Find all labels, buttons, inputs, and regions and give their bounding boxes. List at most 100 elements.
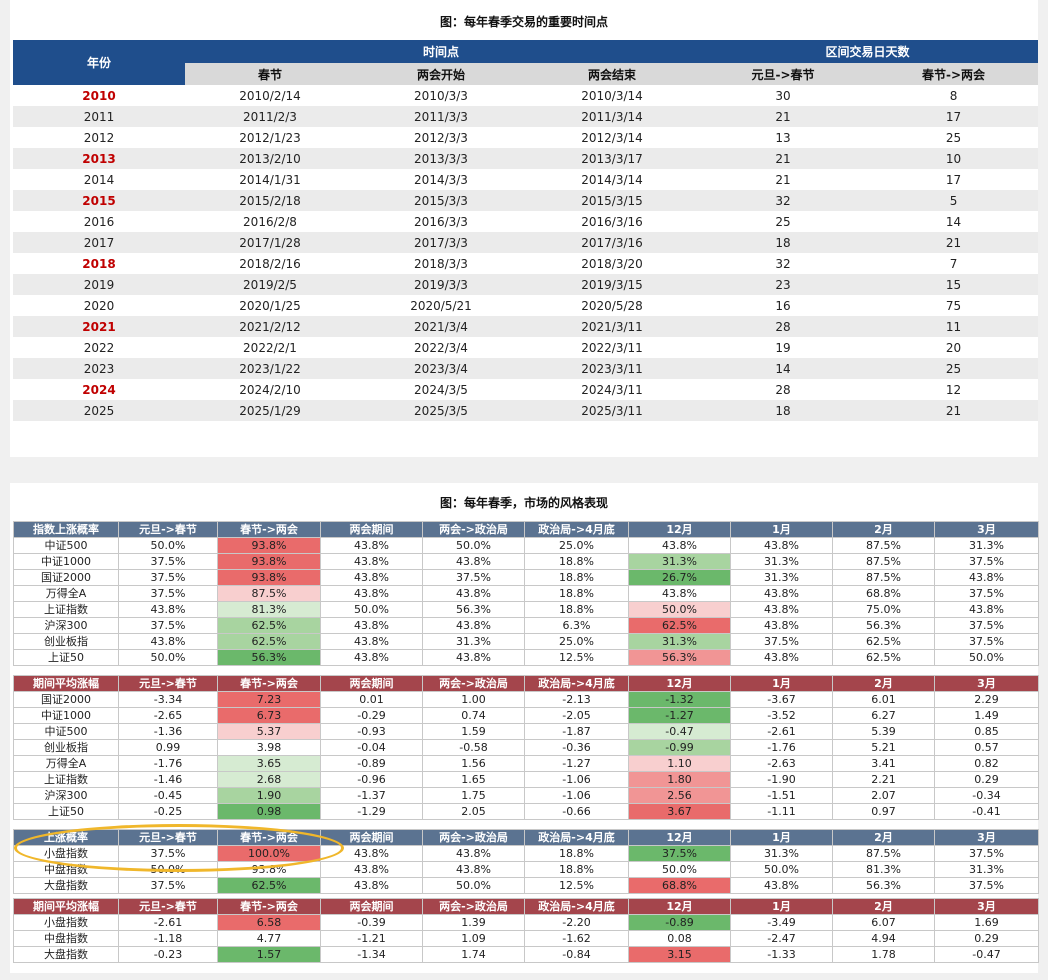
col-header: 两会->政治局 <box>422 829 525 846</box>
table-row: 中证1000 37.5% 93.8% 43.8% 43.8% 18.8% 31.3% 31.3… <box>13 553 1039 570</box>
table-row: 创业板指 43.8% 62.5% 43.8% 31.3% 25.0% 31.3% 37.5% 6… <box>13 633 1039 650</box>
value-cell: 87.5% <box>832 845 935 862</box>
table-cell: 21 <box>697 148 870 169</box>
table-cell: 19 <box>775 340 791 355</box>
table-row: 2013 2013/2/10 2013/3/3 2013/3/17 21 10 <box>13 148 1039 169</box>
value-cell: 93.8% <box>217 553 321 570</box>
table-cell: 16 <box>775 298 791 313</box>
value-cell: 37.5% <box>118 569 218 586</box>
value-cell: 43.8% <box>730 877 833 894</box>
value-cell: 6.27 <box>832 707 935 724</box>
table-cell: 2011/2/3 <box>185 106 355 127</box>
col-header: 政治局->4月底 <box>524 675 629 692</box>
value-cell: 50.0% <box>934 649 1039 666</box>
value-cell: 43.8% <box>320 569 423 586</box>
value-cell: -0.99 <box>628 739 731 756</box>
value-cell: -0.66 <box>524 803 629 820</box>
year-cell: 2015 <box>13 190 185 211</box>
table-row: 上证50 50.0% 56.3% 43.8% 43.8% 12.5% 56.3% 43.8% 6… <box>13 649 1039 666</box>
value-cell: 7.23 <box>217 691 321 708</box>
col-header: 12月 <box>628 675 731 692</box>
table-row: 万得全A 37.5% 87.5% 43.8% 43.8% 18.8% 43.8% 43.8% 6… <box>13 585 1039 602</box>
table-cell: 21 <box>869 232 1039 253</box>
table-cell: 12 <box>945 382 962 397</box>
value-cell: 43.8% <box>320 537 423 554</box>
value-cell: 18.8% <box>524 845 629 862</box>
value-cell: 62.5% <box>832 649 935 666</box>
col-header: 1月 <box>730 675 833 692</box>
col-header: 元旦->春节 <box>118 521 218 538</box>
table-cell: 2018/2/16 <box>239 256 301 271</box>
table-cell: 2019/2/5 <box>185 274 355 295</box>
value-cell: 2.21 <box>832 771 935 788</box>
col-header: 两会期间 <box>320 521 423 538</box>
value-cell: 75.0% <box>832 601 935 618</box>
value-cell: -0.23 <box>118 946 218 963</box>
value-cell: -2.47 <box>730 930 833 947</box>
col-header: 指数上涨概率 <box>13 521 119 538</box>
value-cell: 1.65 <box>422 771 525 788</box>
value-cell: 93.8% <box>217 537 321 554</box>
value-cell: 3.65 <box>217 755 321 772</box>
value-cell: 0.08 <box>628 930 731 947</box>
table-cell: 2025/1/29 <box>185 400 355 421</box>
table-cell: 14 <box>697 358 870 379</box>
value-cell: 62.5% <box>628 617 731 634</box>
col-header: 12月 <box>628 898 731 915</box>
table-cell: 25 <box>945 130 962 145</box>
table-row: 中证500 -1.36 5.37 -0.93 1.59 -1.87 -0.47 -2.61 5.… <box>13 723 1039 740</box>
value-cell: -3.49 <box>730 914 833 931</box>
value-cell: 43.8% <box>320 633 423 650</box>
year-cell: 2017 <box>13 232 185 253</box>
table-cell: 14 <box>945 214 962 229</box>
value-cell: -2.20 <box>524 914 629 931</box>
index-name-cell: 上证50 <box>13 649 119 666</box>
year-cell: 2023 <box>13 358 185 379</box>
value-cell: 43.8% <box>730 617 833 634</box>
index-name-cell: 创业板指 <box>13 739 119 756</box>
value-cell: 37.5% <box>934 585 1039 602</box>
year-cell: 2025 <box>13 400 185 421</box>
table-row: 2024 2024/2/10 2024/3/5 2024/3/11 28 12 <box>13 379 1038 400</box>
value-cell: 12.5% <box>524 649 629 666</box>
value-cell: -1.87 <box>524 723 629 740</box>
value-cell: 5.21 <box>832 739 935 756</box>
value-cell: -0.25 <box>118 803 218 820</box>
index-name-cell: 中证1000 <box>13 707 119 724</box>
value-cell: 68.8% <box>832 585 935 602</box>
index-name-cell: 国证2000 <box>13 569 119 586</box>
table-cell: 2025/3/5 <box>355 400 527 421</box>
value-cell: 6.58 <box>217 914 321 931</box>
value-cell: 50.0% <box>628 601 731 618</box>
table-row: 国证2000 37.5% 93.8% 43.8% 37.5% 18.8% 26.7% 31.3… <box>13 569 1039 586</box>
style-table: 指数上涨概率 元旦->春节 春节->两会 两会期间 两会->政治局 政治局->4月底 12月… <box>13 521 1039 666</box>
value-cell: 43.8% <box>730 649 833 666</box>
year-cell: 2016 <box>83 214 115 229</box>
value-cell: 31.3% <box>422 633 525 650</box>
value-cell: 1.90 <box>217 787 321 804</box>
value-cell: -1.76 <box>730 739 833 756</box>
value-cell: 3.41 <box>832 755 935 772</box>
index-name-cell: 大盘指数 <box>13 946 119 963</box>
table-cell: 2014/1/31 <box>239 172 301 187</box>
table-cell: 8 <box>949 88 958 103</box>
value-cell: 43.8% <box>320 553 423 570</box>
col-header: 2月 <box>832 521 935 538</box>
header-row: 期间平均涨幅 元旦->春节 春节->两会 两会期间 两会->政治局 政治局->4月底 12月… <box>13 898 1039 915</box>
table-cell: 2011/3/14 <box>527 106 698 127</box>
col-header: 3月 <box>934 521 1039 538</box>
index-name-cell: 创业板指 <box>13 633 119 650</box>
table-cell: 2023/3/11 <box>527 358 698 379</box>
table-cell: 2021/2/12 <box>185 316 355 337</box>
value-cell: 12.5% <box>524 877 629 894</box>
table-cell: 2018/3/20 <box>581 256 643 271</box>
table-row: 2025 2025/1/29 2025/3/5 2025/3/11 18 21 <box>13 400 1039 421</box>
index-name-cell: 中证500 <box>13 537 119 554</box>
value-cell: -0.84 <box>524 946 629 963</box>
value-cell: 43.8% <box>320 585 423 602</box>
value-cell: -3.52 <box>730 707 833 724</box>
style-table: 期间平均涨幅 元旦->春节 春节->两会 两会期间 两会->政治局 政治局->4月底 12月… <box>13 898 1039 963</box>
col-header: 2月 <box>832 898 935 915</box>
value-cell: 37.5% <box>118 585 218 602</box>
index-name-cell: 沪深300 <box>13 787 119 804</box>
